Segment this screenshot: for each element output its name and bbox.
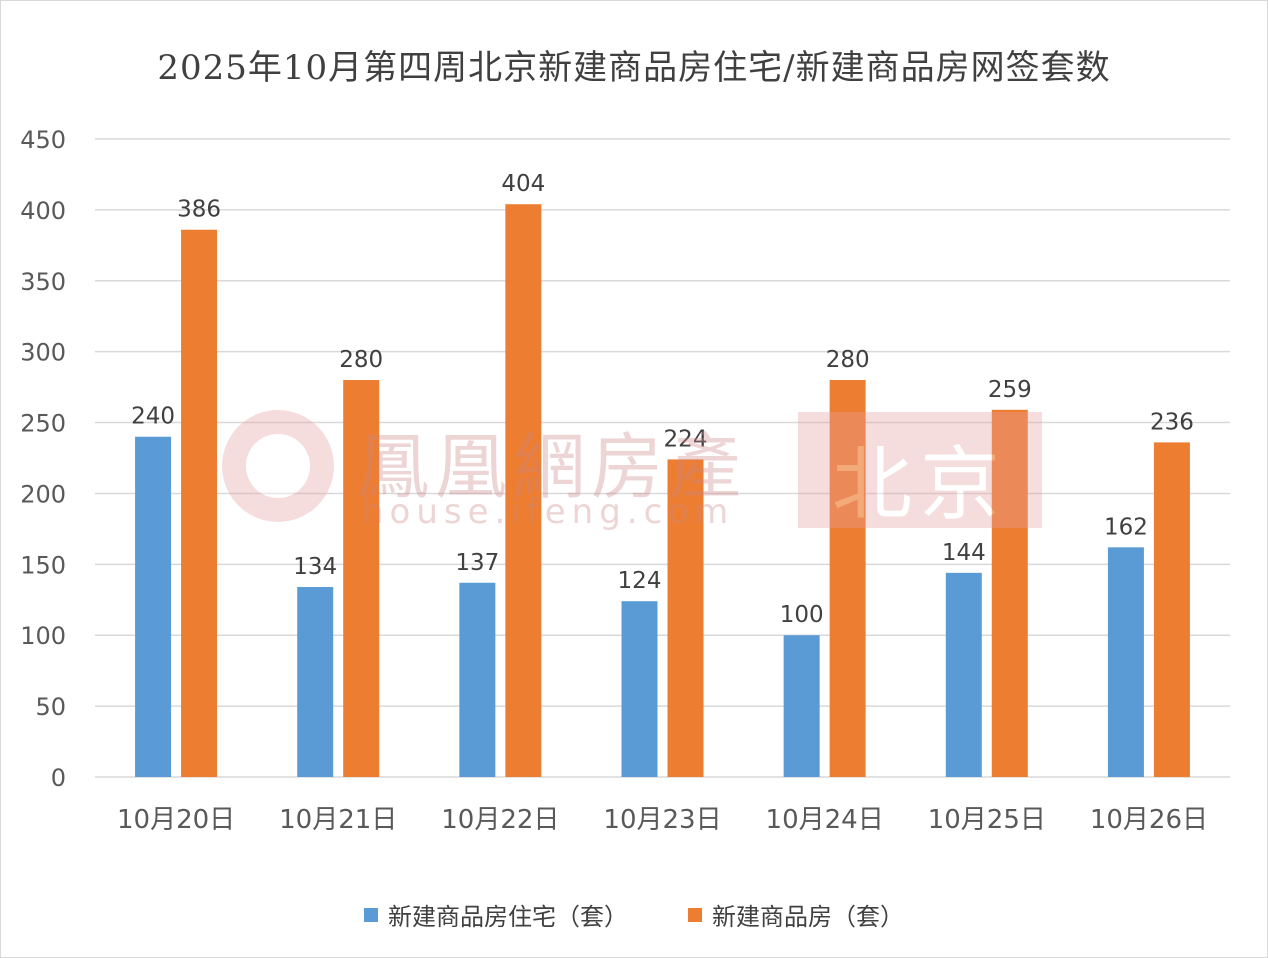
bar: [1153, 442, 1190, 777]
y-tick-label: 100: [20, 622, 66, 650]
bar: [505, 204, 542, 777]
bar: [1107, 547, 1144, 777]
data-label: 280: [339, 347, 383, 373]
data-label: 137: [455, 550, 499, 576]
legend-label-commercial: 新建商品房（套）: [712, 903, 904, 931]
y-tick-label: 150: [20, 551, 66, 579]
bar: [181, 229, 218, 777]
bar: [459, 582, 496, 777]
bar: [135, 436, 172, 777]
data-label: 134: [293, 554, 337, 580]
legend-label-residential: 新建商品房住宅（套）: [388, 903, 628, 931]
x-tick-label: 10月20日: [117, 805, 235, 835]
y-tick-label: 450: [20, 126, 66, 154]
y-tick-label: 250: [20, 410, 66, 438]
y-tick-label: 350: [20, 268, 66, 296]
x-tick-label: 10月24日: [766, 805, 884, 835]
data-label: 236: [1150, 409, 1194, 435]
bar: [991, 409, 1028, 777]
data-label: 404: [501, 171, 545, 197]
y-tick-label: 0: [51, 764, 66, 792]
y-tick-label: 50: [35, 693, 66, 721]
legend-swatch-commercial: [688, 907, 702, 922]
x-tick-label: 10月25日: [928, 805, 1046, 835]
bar: [829, 380, 866, 777]
data-label: 100: [780, 602, 824, 628]
x-tick-label: 10月21日: [279, 805, 397, 835]
data-label: 144: [942, 540, 986, 566]
legend-swatch-residential: [364, 907, 378, 922]
y-tick-label: 300: [20, 339, 66, 367]
x-tick-label: 10月22日: [441, 805, 559, 835]
bar: [667, 459, 704, 777]
y-tick-label: 400: [20, 197, 66, 225]
chart-legend: 新建商品房住宅（套） 新建商品房（套）: [0, 897, 1268, 932]
y-tick-label: 200: [20, 480, 66, 508]
bar: [783, 635, 820, 777]
data-label: 259: [988, 377, 1032, 403]
data-label: 224: [664, 426, 708, 452]
x-tick-label: 10月23日: [603, 805, 721, 835]
data-label: 162: [1104, 514, 1148, 540]
legend-item-residential: 新建商品房住宅（套）: [364, 897, 628, 932]
legend-item-commercial: 新建商品房（套）: [688, 897, 904, 932]
data-label: 124: [618, 568, 662, 594]
bar: [297, 587, 334, 777]
data-label: 280: [826, 347, 870, 373]
data-label: 386: [177, 197, 221, 223]
x-tick-label: 10月26日: [1090, 805, 1208, 835]
bar: [621, 601, 658, 777]
data-label: 240: [131, 404, 175, 430]
bar: [343, 380, 380, 777]
chart-title: 2025年10月第四周北京新建商品房住宅/新建商品房网签套数: [157, 48, 1111, 88]
bar: [945, 572, 982, 777]
